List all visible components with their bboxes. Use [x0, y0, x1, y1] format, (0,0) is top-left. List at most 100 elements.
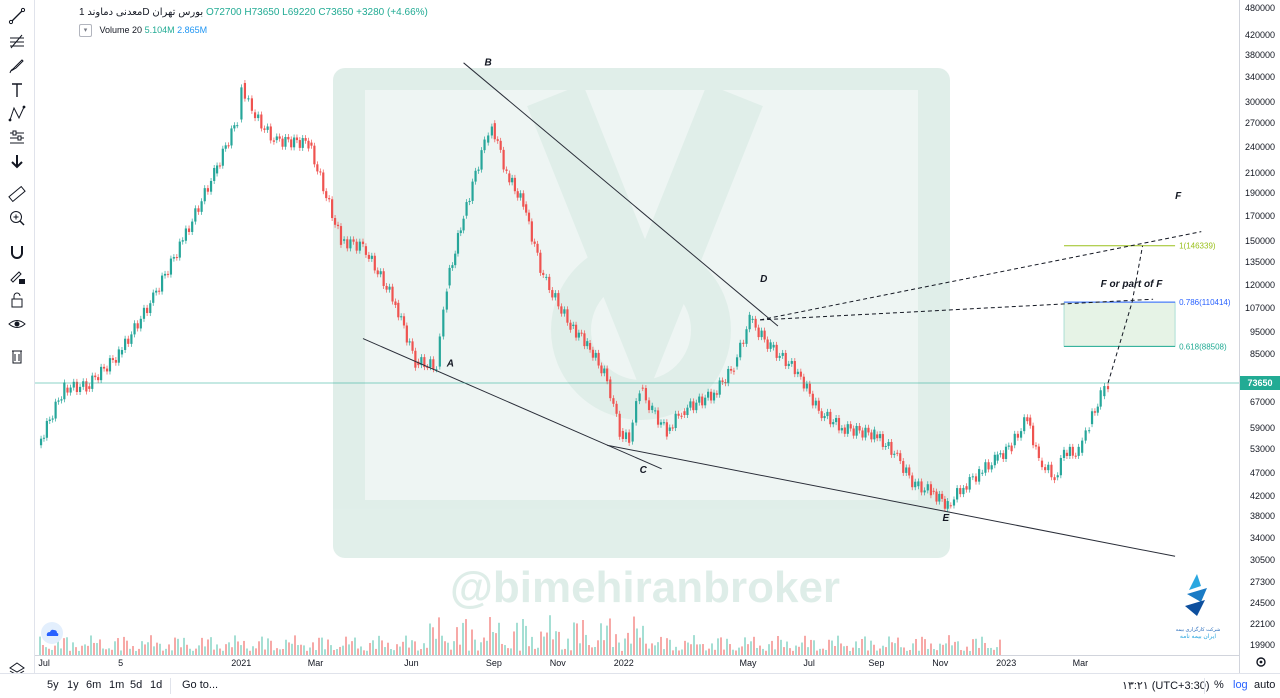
volume-bar	[66, 637, 68, 655]
candle	[102, 366, 106, 369]
candle	[227, 145, 230, 147]
volume-bar	[261, 636, 263, 655]
range-5y[interactable]: 5y	[47, 679, 59, 691]
fib-tool-icon[interactable]	[7, 32, 27, 52]
volume-bar	[348, 644, 350, 655]
goto-button[interactable]: Go to...	[182, 679, 219, 691]
candle	[63, 382, 66, 400]
volume-bar	[444, 641, 446, 655]
volume-bar	[135, 650, 137, 655]
percent-toggle[interactable]: %	[1214, 679, 1224, 691]
zoom-in-icon[interactable]	[7, 208, 27, 228]
range-6m[interactable]: 6m	[86, 679, 102, 691]
pattern-tool-icon[interactable]	[7, 104, 27, 124]
range-1m[interactable]: 1m	[109, 679, 125, 691]
text-tool-icon[interactable]	[7, 80, 27, 100]
auto-toggle[interactable]: auto	[1254, 679, 1276, 691]
wave-annotations: 1(146339) 0.786(110414) 0.618(88508) A B C D E F…	[362, 58, 1231, 557]
candle	[896, 452, 899, 454]
cloud-icon[interactable]	[41, 622, 63, 644]
candle	[577, 332, 580, 338]
volume-bar	[711, 643, 713, 655]
candle	[445, 291, 448, 310]
volume-bar	[90, 635, 92, 655]
range-5d[interactable]: 5d	[130, 679, 143, 691]
candle	[893, 453, 896, 455]
candle	[536, 243, 539, 253]
candle	[905, 467, 908, 473]
price-tick: 53000	[1249, 443, 1275, 454]
interval[interactable]: 1D	[79, 7, 150, 18]
volume-bar	[156, 642, 158, 655]
volume-bar	[528, 646, 530, 655]
time-tick: Sep	[485, 658, 502, 668]
volume-bar	[336, 649, 338, 655]
volume-bar	[216, 644, 218, 655]
price-tick: 170000	[1244, 210, 1275, 221]
candle	[654, 410, 657, 412]
volume-bar	[738, 647, 740, 655]
volume-label[interactable]: Volume 20	[99, 24, 143, 35]
arrow-down-icon[interactable]	[7, 152, 27, 172]
candle	[502, 149, 505, 170]
candle	[641, 387, 644, 389]
volume-bar	[192, 650, 194, 655]
candle	[51, 418, 54, 420]
volume-bar	[186, 644, 188, 655]
log-toggle[interactable]: log	[1233, 679, 1248, 691]
price-tick: 34000	[1249, 532, 1275, 543]
volume-bar	[321, 637, 323, 655]
range-1y[interactable]: 1y	[67, 679, 79, 691]
volume-bar	[225, 644, 227, 655]
gear-icon[interactable]	[1254, 655, 1268, 669]
candle	[483, 139, 486, 151]
candle	[908, 467, 911, 476]
candle	[990, 465, 993, 470]
volume-bar	[597, 640, 599, 655]
magnet-icon[interactable]	[7, 242, 27, 262]
candle	[516, 191, 519, 198]
range-1d[interactable]: 1d	[150, 679, 163, 691]
candle	[527, 212, 531, 222]
candle	[763, 330, 766, 340]
volume-bar	[189, 648, 191, 655]
clock-time[interactable]: ۱۳:۲۱ (UTC+3:30)	[1122, 680, 1210, 692]
eye-icon[interactable]	[7, 314, 27, 334]
unlock-icon[interactable]	[7, 290, 27, 310]
volume-bar	[747, 644, 749, 655]
volume-bar	[723, 649, 725, 655]
trash-icon[interactable]	[7, 346, 27, 366]
trendline-tool-icon[interactable]	[7, 6, 27, 26]
candle	[462, 218, 465, 231]
candle	[631, 422, 634, 442]
candle	[490, 126, 493, 136]
volume-bar	[840, 643, 842, 655]
brush-tool-icon[interactable]	[7, 56, 27, 76]
price-tick: 240000	[1244, 141, 1275, 152]
chevron-down-icon[interactable]: ▾	[79, 24, 92, 37]
volume-bar	[165, 648, 167, 655]
candle	[586, 341, 589, 347]
time-axis[interactable]: Jul 5 2021 Mar Jun Sep Nov 2022 May Jul Sep Nov 2023…	[35, 655, 1239, 674]
price-axis[interactable]: 480000 420000 380000 340000 300000 270000 2400…	[1239, 0, 1280, 673]
price-chart[interactable]: @bimehiranbroker 1(146339) 0.786(110414) 0…	[35, 0, 1239, 673]
candle	[1044, 467, 1047, 471]
volume-bar	[414, 641, 416, 655]
volume-bar	[789, 648, 791, 655]
volume-bars	[39, 615, 1001, 655]
symbol-name[interactable]: معدنی دماوند	[87, 7, 143, 18]
chart-pane[interactable]: @bimehiranbroker 1(146339) 0.786(110414) 0…	[35, 0, 1239, 673]
prediction-tool-icon[interactable]	[7, 128, 27, 148]
volume-bar	[126, 640, 128, 655]
candle	[120, 349, 124, 355]
trendline	[362, 338, 662, 470]
candle	[899, 453, 902, 462]
candle	[487, 135, 490, 143]
candle	[405, 325, 408, 343]
ruler-icon[interactable]	[7, 184, 27, 204]
volume-bar	[735, 650, 737, 655]
lock-pen-icon[interactable]	[7, 266, 27, 286]
candle	[75, 381, 79, 393]
candle	[542, 272, 545, 276]
candle	[671, 427, 674, 429]
